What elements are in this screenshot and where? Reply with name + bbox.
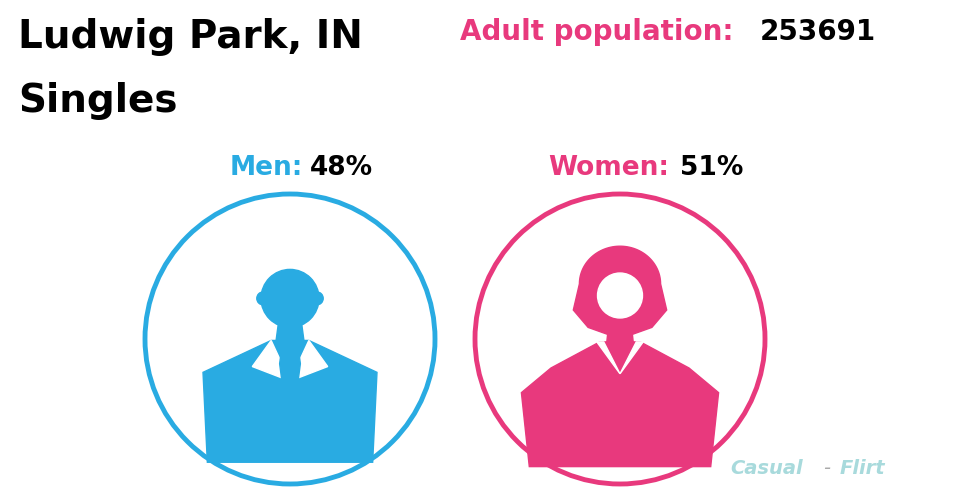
Text: 253691: 253691 bbox=[760, 18, 876, 46]
Circle shape bbox=[310, 292, 324, 305]
Text: Ludwig Park, IN: Ludwig Park, IN bbox=[18, 18, 363, 56]
Text: 51%: 51% bbox=[680, 155, 743, 181]
Circle shape bbox=[597, 274, 642, 318]
Polygon shape bbox=[276, 324, 304, 341]
Polygon shape bbox=[607, 314, 634, 342]
Polygon shape bbox=[252, 341, 290, 381]
Polygon shape bbox=[203, 341, 377, 462]
Text: Singles: Singles bbox=[18, 82, 178, 120]
Text: 48%: 48% bbox=[310, 155, 373, 181]
Text: Adult population:: Adult population: bbox=[460, 18, 733, 46]
Text: Casual: Casual bbox=[730, 458, 803, 477]
Polygon shape bbox=[290, 341, 327, 381]
Polygon shape bbox=[620, 342, 643, 374]
Text: Men:: Men: bbox=[230, 155, 303, 181]
Polygon shape bbox=[283, 345, 298, 355]
Circle shape bbox=[261, 270, 319, 328]
Circle shape bbox=[256, 292, 270, 305]
Polygon shape bbox=[279, 347, 300, 413]
Text: -: - bbox=[823, 458, 830, 477]
Polygon shape bbox=[573, 246, 666, 339]
Polygon shape bbox=[597, 342, 620, 374]
Text: Flirt: Flirt bbox=[840, 458, 886, 477]
Polygon shape bbox=[521, 342, 719, 466]
Text: Women:: Women: bbox=[548, 155, 669, 181]
